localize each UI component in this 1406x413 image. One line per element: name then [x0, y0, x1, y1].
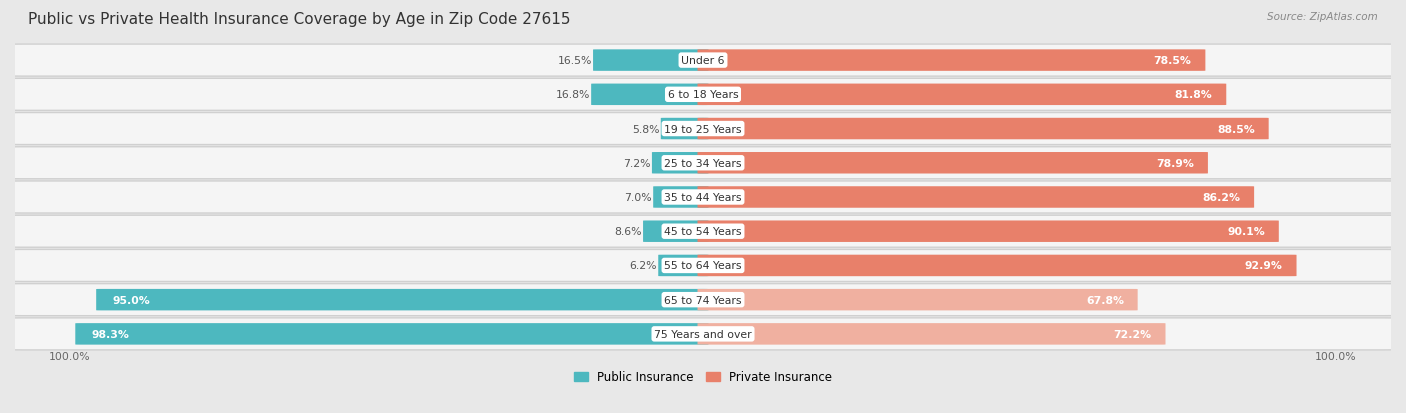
FancyBboxPatch shape: [658, 255, 709, 277]
FancyBboxPatch shape: [697, 187, 1254, 208]
FancyBboxPatch shape: [96, 289, 709, 311]
Text: Source: ZipAtlas.com: Source: ZipAtlas.com: [1267, 12, 1378, 22]
Text: 98.3%: 98.3%: [91, 329, 129, 339]
Text: 67.8%: 67.8%: [1085, 295, 1123, 305]
Text: 88.5%: 88.5%: [1218, 124, 1256, 134]
Text: 19 to 25 Years: 19 to 25 Years: [664, 124, 742, 134]
FancyBboxPatch shape: [11, 79, 1395, 111]
Text: 86.2%: 86.2%: [1202, 192, 1240, 202]
Text: 75 Years and over: 75 Years and over: [654, 329, 752, 339]
FancyBboxPatch shape: [11, 216, 1395, 248]
Text: 6 to 18 Years: 6 to 18 Years: [668, 90, 738, 100]
Text: 6.2%: 6.2%: [630, 261, 657, 271]
FancyBboxPatch shape: [697, 289, 1137, 311]
FancyBboxPatch shape: [697, 221, 1279, 242]
FancyBboxPatch shape: [11, 182, 1395, 214]
FancyBboxPatch shape: [11, 284, 1395, 316]
FancyBboxPatch shape: [11, 318, 1395, 350]
FancyBboxPatch shape: [591, 84, 709, 106]
Text: 35 to 44 Years: 35 to 44 Years: [664, 192, 742, 202]
FancyBboxPatch shape: [697, 323, 1166, 345]
Text: 100.0%: 100.0%: [1315, 351, 1357, 361]
FancyBboxPatch shape: [11, 147, 1395, 179]
Text: 8.6%: 8.6%: [614, 227, 641, 237]
FancyBboxPatch shape: [697, 153, 1208, 174]
Text: 95.0%: 95.0%: [112, 295, 150, 305]
Text: 45 to 54 Years: 45 to 54 Years: [664, 227, 742, 237]
FancyBboxPatch shape: [697, 84, 1226, 106]
Text: 7.2%: 7.2%: [623, 158, 651, 169]
FancyBboxPatch shape: [697, 50, 1205, 72]
Legend: Public Insurance, Private Insurance: Public Insurance, Private Insurance: [569, 366, 837, 388]
Text: 90.1%: 90.1%: [1227, 227, 1265, 237]
FancyBboxPatch shape: [654, 187, 709, 208]
FancyBboxPatch shape: [697, 255, 1296, 277]
Text: 7.0%: 7.0%: [624, 192, 652, 202]
FancyBboxPatch shape: [11, 45, 1395, 77]
FancyBboxPatch shape: [661, 119, 709, 140]
Text: 16.5%: 16.5%: [557, 56, 592, 66]
Text: 25 to 34 Years: 25 to 34 Years: [664, 158, 742, 169]
FancyBboxPatch shape: [11, 250, 1395, 282]
FancyBboxPatch shape: [11, 113, 1395, 145]
Text: 78.5%: 78.5%: [1154, 56, 1192, 66]
Text: 16.8%: 16.8%: [555, 90, 589, 100]
Text: 5.8%: 5.8%: [631, 124, 659, 134]
FancyBboxPatch shape: [643, 221, 709, 242]
Text: 81.8%: 81.8%: [1175, 90, 1212, 100]
FancyBboxPatch shape: [652, 153, 709, 174]
Text: 55 to 64 Years: 55 to 64 Years: [664, 261, 742, 271]
FancyBboxPatch shape: [593, 50, 709, 72]
Text: 100.0%: 100.0%: [49, 351, 91, 361]
Text: Public vs Private Health Insurance Coverage by Age in Zip Code 27615: Public vs Private Health Insurance Cover…: [28, 12, 571, 27]
Text: Under 6: Under 6: [682, 56, 724, 66]
Text: 65 to 74 Years: 65 to 74 Years: [664, 295, 742, 305]
Text: 92.9%: 92.9%: [1244, 261, 1282, 271]
Text: 72.2%: 72.2%: [1114, 329, 1152, 339]
FancyBboxPatch shape: [697, 119, 1268, 140]
FancyBboxPatch shape: [76, 323, 709, 345]
Text: 78.9%: 78.9%: [1156, 158, 1194, 169]
